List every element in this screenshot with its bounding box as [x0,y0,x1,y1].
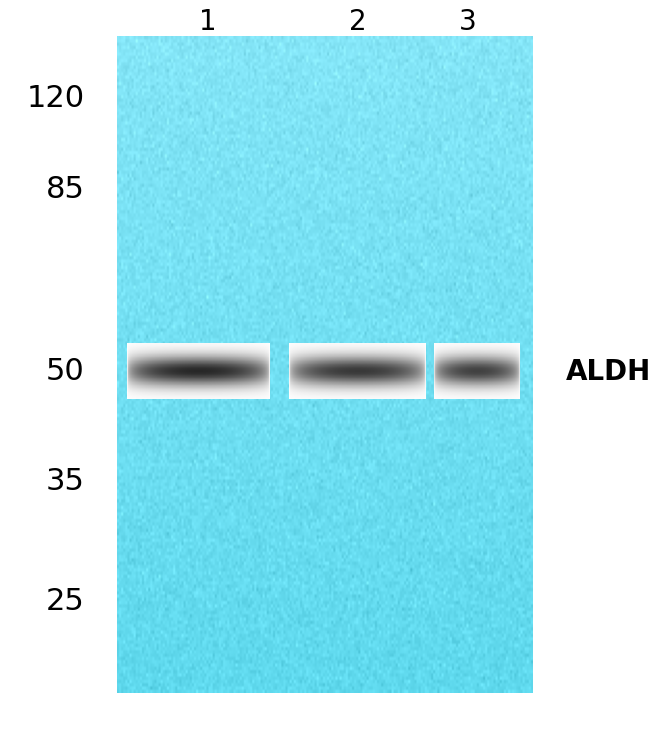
Text: 3: 3 [459,8,477,36]
Text: 2: 2 [348,8,367,36]
Text: 50: 50 [46,357,84,386]
Text: 1: 1 [199,8,217,36]
Text: 35: 35 [46,467,84,496]
Text: 85: 85 [46,175,84,204]
Text: ALDH1B1: ALDH1B1 [566,358,650,386]
Text: 120: 120 [27,84,84,113]
Text: 25: 25 [46,587,84,616]
